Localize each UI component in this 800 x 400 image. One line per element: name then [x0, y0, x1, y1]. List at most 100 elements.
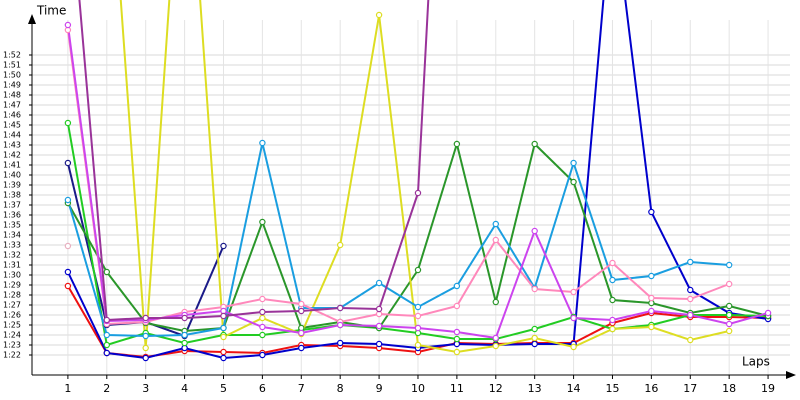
point-marker	[725, 261, 733, 269]
y-axis-arrow	[28, 14, 36, 24]
point-marker	[687, 295, 694, 303]
point-marker	[103, 331, 110, 339]
x-tick-label: 7	[298, 382, 305, 395]
point-marker	[492, 220, 499, 228]
point-marker	[64, 21, 72, 29]
point-marker	[298, 307, 305, 315]
x-tick-label: 11	[450, 382, 464, 395]
point-marker	[259, 218, 266, 226]
point-marker	[259, 308, 266, 316]
x-tick-label: 6	[259, 382, 266, 395]
point-marker	[648, 294, 655, 302]
point-marker	[687, 311, 694, 319]
point-marker	[298, 329, 305, 337]
point-marker	[259, 139, 266, 147]
point-marker	[103, 316, 110, 324]
point-marker	[453, 348, 461, 356]
point-marker	[531, 334, 538, 342]
point-marker	[336, 304, 344, 312]
point-marker	[375, 322, 383, 330]
point-marker	[531, 340, 538, 348]
series-line	[66, 142, 730, 338]
y-tick-label: 1:35	[3, 221, 21, 230]
y-tick-label: 1:50	[3, 71, 21, 80]
point-marker	[453, 328, 461, 336]
point-marker	[609, 325, 616, 333]
y-tick-label: 1:22	[3, 351, 21, 360]
y-tick-label: 1:31	[3, 261, 21, 270]
point-marker	[725, 320, 733, 328]
point-marker	[142, 332, 149, 340]
point-marker	[64, 159, 72, 167]
x-tick-label: 19	[761, 382, 775, 395]
point-marker	[531, 285, 538, 293]
point-marker	[259, 331, 266, 339]
point-marker	[414, 303, 422, 311]
x-tick-label: 3	[142, 382, 149, 395]
point-marker	[687, 286, 694, 294]
point-marker	[298, 344, 305, 352]
point-marker	[220, 333, 227, 341]
point-marker	[64, 119, 72, 127]
point-marker	[609, 276, 616, 284]
point-marker	[220, 354, 227, 362]
point-marker	[181, 314, 188, 322]
y-tick-label: 1:48	[3, 91, 21, 100]
point-marker	[570, 343, 577, 351]
y-tick-label: 1:42	[3, 151, 21, 160]
y-tick-label: 1:47	[3, 101, 21, 110]
point-marker	[220, 312, 227, 320]
point-marker	[103, 341, 110, 349]
point-marker	[259, 314, 266, 322]
point-marker	[725, 280, 733, 288]
y-tick-label: 1:26	[3, 311, 21, 320]
point-marker	[375, 11, 383, 19]
y-tick-label: 1:37	[3, 201, 21, 210]
point-marker	[259, 351, 266, 359]
y-tick-label: 1:38	[3, 191, 21, 200]
point-marker	[453, 335, 461, 343]
point-marker	[220, 324, 227, 332]
x-tick-label: 10	[411, 382, 425, 395]
point-marker	[492, 334, 499, 342]
x-tick-label: 9	[376, 382, 383, 395]
x-tick-label: 15	[605, 382, 619, 395]
point-marker	[570, 288, 577, 296]
y-tick-label: 1:24	[3, 331, 21, 340]
point-marker	[492, 236, 499, 244]
point-marker	[725, 311, 733, 319]
point-marker	[181, 331, 188, 339]
point-marker	[64, 242, 72, 250]
point-marker	[336, 339, 344, 347]
point-marker	[531, 325, 538, 333]
y-tick-label: 1:28	[3, 291, 21, 300]
y-tick-label: 1:29	[3, 281, 21, 290]
y-tick-label: 1:40	[3, 171, 21, 180]
y-tick-label: 1:27	[3, 301, 21, 310]
x-tick-label: 14	[567, 382, 581, 395]
point-marker	[220, 348, 227, 356]
y-tick-label: 1:49	[3, 81, 21, 90]
point-marker	[453, 140, 461, 148]
point-marker	[725, 327, 733, 335]
y-axis-label: Time	[36, 4, 66, 18]
point-marker	[648, 323, 655, 331]
point-marker	[531, 227, 538, 235]
point-marker	[725, 302, 733, 310]
point-marker	[259, 295, 266, 303]
point-marker	[453, 302, 461, 310]
point-marker	[414, 312, 422, 320]
point-marker	[687, 336, 694, 344]
x-tick-label: 2	[103, 382, 110, 395]
point-marker	[220, 242, 227, 250]
x-tick-label: 18	[722, 382, 736, 395]
point-marker	[687, 258, 694, 266]
point-marker	[181, 339, 188, 347]
x-tick-label: 13	[528, 382, 542, 395]
point-marker	[142, 314, 149, 322]
y-tick-label: 1:52	[3, 51, 21, 60]
y-tick-label: 1:32	[3, 251, 21, 260]
point-marker	[609, 316, 616, 324]
point-marker	[648, 272, 655, 280]
